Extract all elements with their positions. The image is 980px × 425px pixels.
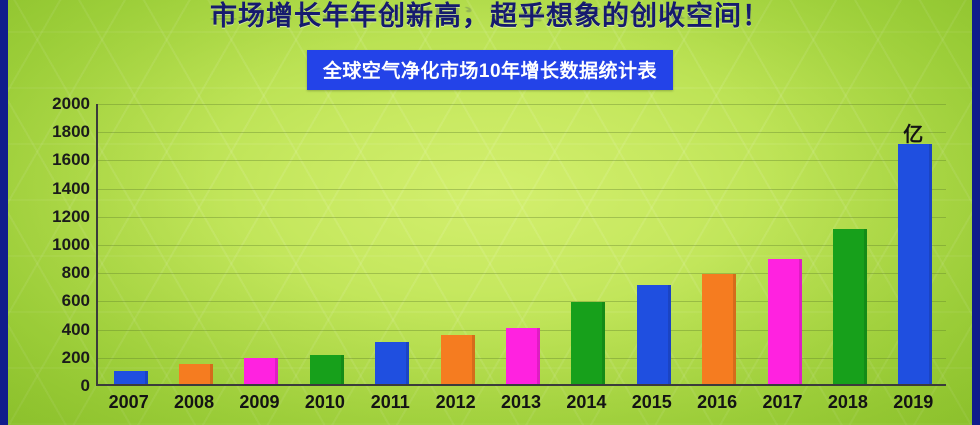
bar <box>702 274 737 384</box>
subtitle-banner: 全球空气净化市场10年增长数据统计表 <box>306 50 674 90</box>
bar <box>440 335 475 384</box>
bar <box>309 355 344 384</box>
x-tick-label: 2007 <box>108 392 149 412</box>
x-tick-label: 2008 <box>174 392 215 412</box>
bar <box>767 258 802 384</box>
gridline <box>98 245 946 246</box>
x-axis-labels: 2007 2008 2009 2010 2011 2012 2013 2014 2015 2016… <box>96 392 946 422</box>
bar <box>636 284 671 384</box>
bar <box>832 228 867 384</box>
y-tick-label: 2000 <box>52 94 90 113</box>
unit-label: 亿 <box>903 123 924 146</box>
bar <box>179 364 214 384</box>
x-tick-label: 2015 <box>631 392 672 412</box>
y-tick-label: 0 <box>80 376 90 395</box>
bar <box>113 371 148 384</box>
x-tick-label: 2017 <box>762 392 803 412</box>
left-edge-bar <box>0 0 8 425</box>
x-tick-label: 2010 <box>304 392 345 412</box>
y-tick-label: 1600 <box>52 150 90 170</box>
x-tick-label: 2016 <box>697 392 738 412</box>
gridline <box>98 188 946 190</box>
gridline <box>98 216 946 218</box>
right-edge-bar <box>972 0 980 425</box>
y-tick-label: 600 <box>61 291 90 311</box>
gridline <box>98 104 946 105</box>
y-axis-labels: 2000 1800 1600 1400 1200 1000 800 600 400 200 0 <box>0 94 90 396</box>
plot-area <box>96 104 946 386</box>
x-tick-label: 2019 <box>893 392 934 412</box>
bar <box>898 143 933 384</box>
gridline <box>98 273 946 275</box>
x-tick-label: 2012 <box>435 392 476 412</box>
bar <box>375 342 410 384</box>
x-tick-label: 2018 <box>827 392 868 412</box>
bar <box>506 327 540 384</box>
y-tick-label: 1200 <box>52 206 90 226</box>
x-tick-label: 2014 <box>566 392 607 412</box>
gridline <box>98 160 946 162</box>
x-tick-label: 2013 <box>500 392 542 412</box>
gridline <box>98 301 946 303</box>
y-tick-label: 1400 <box>52 178 90 198</box>
page-title: 市场增长年年创新高，超乎想象的创收空间！ <box>210 1 770 31</box>
y-tick-label: 400 <box>61 319 90 339</box>
y-tick-label: 800 <box>61 263 90 283</box>
bar <box>244 357 279 384</box>
x-tick-label: 2011 <box>370 392 410 412</box>
gridline <box>98 132 946 134</box>
bar-series <box>98 104 946 384</box>
y-tick-label: 200 <box>61 347 90 367</box>
y-tick-label: 1000 <box>52 235 90 254</box>
bar <box>571 302 606 384</box>
subtitle-banner-wrap: 全球空气净化市场10年增长数据统计表 <box>0 50 980 90</box>
x-tick-label: 2009 <box>239 392 280 412</box>
y-tick-label: 1800 <box>52 122 90 142</box>
